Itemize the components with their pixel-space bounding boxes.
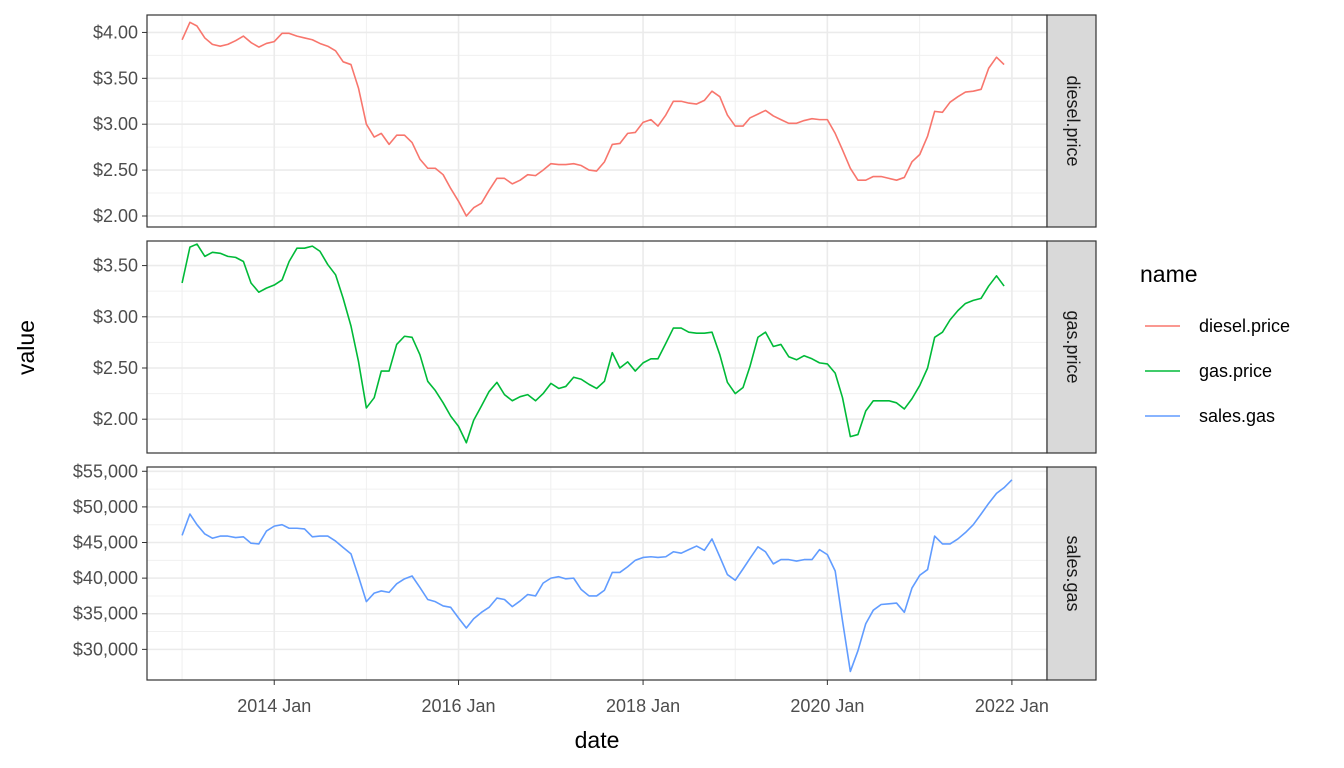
y-tick-label: $2.00 xyxy=(93,206,138,226)
y-tick-label: $3.00 xyxy=(93,307,138,327)
y-tick-label: $50,000 xyxy=(73,497,138,517)
facet-strip xyxy=(1046,466,1097,681)
y-axis-title: value xyxy=(13,320,39,375)
facet-strip xyxy=(1046,240,1097,454)
legend-label: sales.gas xyxy=(1199,406,1275,426)
series-line-gas-price xyxy=(181,243,1005,444)
facet-strip-label: sales.gas xyxy=(1063,535,1083,611)
y-tick-label: $4.00 xyxy=(93,22,138,42)
y-tick-label: $55,000 xyxy=(73,461,138,481)
panel-background xyxy=(147,241,1047,453)
x-axis: 2014 Jan 2016 Jan 2018 Jan 2020 Jan 2022 Jan xyxy=(237,680,1049,716)
legend-item-gas-price: gas.price xyxy=(1145,361,1272,381)
y-tick-label: $3.50 xyxy=(93,256,138,276)
panel-sales-gas: $30,000 $35,000 $40,000 $45,000 $50,000 $55,0… xyxy=(73,461,1097,681)
x-tick-label: 2014 Jan xyxy=(237,696,311,716)
x-axis-title: date xyxy=(575,727,620,753)
legend-label: diesel.price xyxy=(1199,316,1290,336)
y-tick-label: $45,000 xyxy=(73,533,138,553)
y-tick-label: $30,000 xyxy=(73,639,138,659)
legend-item-diesel-price: diesel.price xyxy=(1145,316,1290,336)
y-tick-label: $40,000 xyxy=(73,568,138,588)
panel-diesel-price: $2.00 $2.50 $3.00 $3.50 $4.00 diesel.price xyxy=(93,14,1097,228)
panel-background xyxy=(147,467,1047,680)
facet-strip-label: gas.price xyxy=(1063,310,1083,383)
y-tick-label: $3.00 xyxy=(93,114,138,134)
facet-strip xyxy=(1046,14,1097,228)
y-tick-label: $3.50 xyxy=(93,68,138,88)
legend-item-sales-gas: sales.gas xyxy=(1145,406,1275,426)
y-tick-label: $35,000 xyxy=(73,604,138,624)
series-line-sales-gas xyxy=(181,479,1013,673)
y-tick-label: $2.50 xyxy=(93,160,138,180)
y-tick-label: $2.50 xyxy=(93,358,138,378)
legend: name diesel.price gas.price sales.gas xyxy=(1140,261,1290,426)
facet-strip-label: diesel.price xyxy=(1063,75,1083,166)
x-tick-label: 2022 Jan xyxy=(975,696,1049,716)
y-tick-label: $2.00 xyxy=(93,409,138,429)
series-line-diesel-price xyxy=(181,21,1005,217)
x-tick-label: 2020 Jan xyxy=(790,696,864,716)
x-tick-label: 2016 Jan xyxy=(421,696,495,716)
legend-label: gas.price xyxy=(1199,361,1272,381)
panel-gas-price: $2.00 $2.50 $3.00 $3.50 gas.price xyxy=(93,240,1097,454)
legend-title: name xyxy=(1140,261,1198,287)
panel-background xyxy=(147,15,1047,227)
x-tick-label: 2018 Jan xyxy=(606,696,680,716)
